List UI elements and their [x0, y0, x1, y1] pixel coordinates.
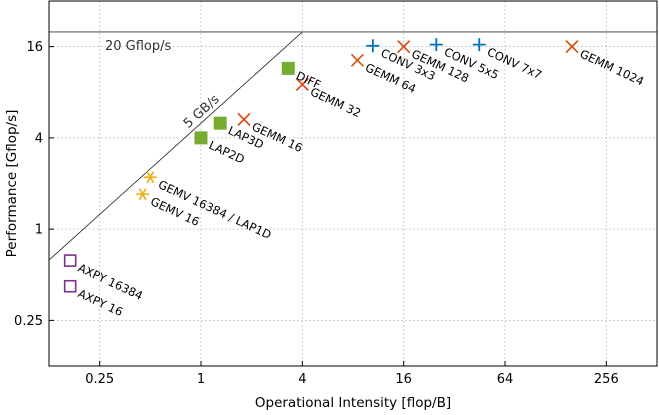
plot-frame	[48, 0, 658, 367]
x-tick-label: 64	[497, 372, 514, 387]
data-point	[237, 112, 251, 126]
data-point	[63, 254, 77, 267]
x-tick-label: 16	[395, 372, 412, 387]
data-point	[136, 188, 150, 201]
data-point	[281, 61, 295, 75]
y-tick-label: 16	[26, 40, 43, 55]
x-tick-label: 256	[594, 372, 619, 387]
rooflines	[49, 31, 657, 261]
data-point	[350, 53, 365, 67]
data-point	[63, 279, 77, 293]
data-point	[565, 40, 579, 54]
data-point	[143, 171, 157, 184]
grid-lines	[49, 1, 657, 366]
data-point	[194, 131, 208, 145]
compute-roof-label: 20 Gflop/s	[105, 39, 172, 54]
data-point	[472, 38, 486, 52]
data-point	[213, 116, 227, 130]
data-point	[295, 77, 309, 92]
x-tick-label: 0.25	[85, 372, 114, 387]
y-axis-title: Performance [Gflop/s]	[4, 110, 20, 258]
y-tick-label: 4	[35, 131, 43, 146]
x-tick-label: 1	[197, 372, 205, 387]
data-points	[63, 38, 579, 293]
x-tick-label: 4	[298, 372, 306, 387]
y-tick-label: 0.25	[14, 314, 43, 329]
x-axis-title: Operational Intensity [flop/B]	[255, 395, 451, 411]
point-label: GEMM 1024	[578, 47, 646, 89]
point-label: GEMM 32	[308, 85, 363, 121]
axis-ticks: 0.25 1 4 16 64 256 0.25 1 4 16	[14, 40, 619, 387]
bandwidth-roof-line	[49, 31, 303, 261]
data-point	[366, 39, 380, 53]
data-point	[397, 40, 411, 54]
data-point	[429, 38, 443, 52]
y-tick-label: 1	[35, 223, 43, 238]
